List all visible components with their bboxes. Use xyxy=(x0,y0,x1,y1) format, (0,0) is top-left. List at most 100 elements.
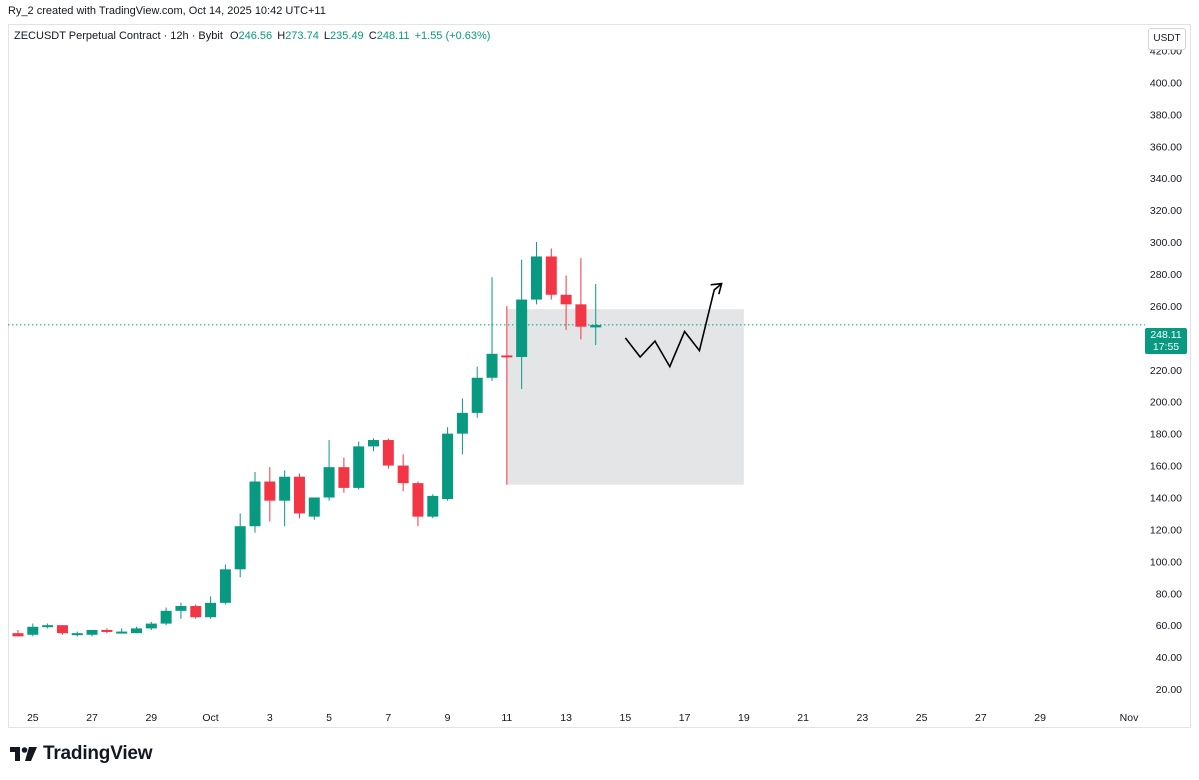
candle-body xyxy=(101,629,113,632)
candle xyxy=(160,607,172,626)
current-price-tag: 248.11 17:55 xyxy=(1145,328,1187,354)
y-axis-tick-label: 340.00 xyxy=(1150,173,1182,185)
candle-body xyxy=(323,467,335,498)
candle-body xyxy=(279,476,291,501)
candle xyxy=(249,471,261,533)
x-axis-tick-label: 21 xyxy=(797,712,809,724)
candle xyxy=(590,284,602,346)
legend-symbol: ZECUSDT Perpetual Contract · 12h · Bybit xyxy=(14,30,223,42)
y-axis-tick-label: 200.00 xyxy=(1150,397,1182,409)
current-price-label: 248.11 xyxy=(1150,329,1182,341)
candle-body xyxy=(501,355,513,358)
candle-body xyxy=(545,256,557,295)
candle-body xyxy=(145,623,157,629)
tradingview-brand[interactable]: TradingView xyxy=(10,743,153,765)
y-axis-tick-label: 120.00 xyxy=(1150,524,1182,536)
x-axis-tick-label: 29 xyxy=(1034,712,1046,724)
x-axis-tick-label: 5 xyxy=(326,712,332,724)
candle xyxy=(56,625,68,635)
y-axis-tick-label: 400.00 xyxy=(1150,77,1182,89)
candle-body xyxy=(560,294,572,305)
x-axis-tick-label: 27 xyxy=(86,712,98,724)
candle xyxy=(368,438,380,452)
x-axis-tick-label: 15 xyxy=(620,712,632,724)
candle-body xyxy=(530,256,542,300)
candle xyxy=(353,441,365,490)
legend-high-value: 273.74 xyxy=(285,30,319,42)
candle xyxy=(234,513,246,578)
candle-body xyxy=(575,304,587,327)
y-axis-tick-label: 80.00 xyxy=(1156,588,1182,600)
brand-name: TradingView xyxy=(43,743,153,764)
candle-body xyxy=(412,483,424,517)
candle xyxy=(456,398,468,455)
y-axis-tick-label: 360.00 xyxy=(1150,141,1182,153)
chart-frame xyxy=(8,24,1191,728)
candle-body xyxy=(456,412,468,434)
legend-open-value: 246.56 xyxy=(238,30,273,42)
candle-body xyxy=(516,299,528,358)
candle xyxy=(27,623,39,637)
legend-close-label: C xyxy=(368,30,377,42)
candle xyxy=(486,277,498,381)
candle-body xyxy=(175,606,187,611)
candle xyxy=(293,473,305,519)
candle xyxy=(471,366,483,418)
y-axis-tick-label: 140.00 xyxy=(1150,492,1182,504)
legend-high-label: H xyxy=(277,30,286,42)
candle-body xyxy=(293,476,305,514)
candle xyxy=(412,481,424,527)
currency-button[interactable]: USDT xyxy=(1148,28,1186,50)
x-axis-tick-label: 3 xyxy=(267,712,273,724)
candle-body xyxy=(590,324,602,328)
candle-body xyxy=(308,497,320,517)
y-axis-tick-label: 300.00 xyxy=(1150,237,1182,249)
candle xyxy=(575,258,587,340)
candle-body xyxy=(12,633,24,637)
candle xyxy=(101,628,113,634)
projection-path xyxy=(624,282,723,369)
legend-low-label: L xyxy=(323,30,331,42)
candle-body xyxy=(368,440,380,447)
x-axis-tick-label: 17 xyxy=(679,712,691,724)
tradingview-logo-icon xyxy=(10,747,37,761)
candle xyxy=(219,564,231,605)
x-axis-tick-label: 27 xyxy=(975,712,987,724)
y-axis-tick-label: 320.00 xyxy=(1150,205,1182,217)
arrow-up-icon xyxy=(710,282,723,295)
x-axis-tick-label: 7 xyxy=(385,712,391,724)
x-axis-tick-label: 25 xyxy=(916,712,928,724)
candle xyxy=(545,248,557,300)
candle-body xyxy=(249,481,261,527)
candle xyxy=(205,596,217,619)
candle-body xyxy=(382,440,394,466)
y-axis-tick-label: 180.00 xyxy=(1150,429,1182,441)
candle-body xyxy=(427,495,439,517)
candle-body xyxy=(116,631,128,634)
candle xyxy=(71,631,83,637)
x-axis-tick-label: 23 xyxy=(857,712,869,724)
candle-body xyxy=(160,610,172,624)
x-axis-tick-label: 29 xyxy=(145,712,157,724)
candle-body xyxy=(486,353,498,378)
x-axis-tick-label: 13 xyxy=(560,712,572,724)
x-axis-tick-label: Nov xyxy=(1120,712,1139,724)
candle xyxy=(397,454,409,492)
legend-open-label: O xyxy=(229,30,239,42)
y-axis-tick-label: 100.00 xyxy=(1150,556,1182,568)
y-axis-tick-label: 40.00 xyxy=(1156,652,1182,664)
candle xyxy=(501,305,513,485)
candle xyxy=(12,629,24,637)
candle-body xyxy=(205,602,217,618)
candle xyxy=(190,604,202,619)
candle xyxy=(308,497,320,520)
candle-body xyxy=(27,626,39,635)
y-axis-tick-label: 60.00 xyxy=(1156,620,1182,632)
x-axis-tick-label: 25 xyxy=(27,712,39,724)
candle xyxy=(116,628,128,634)
y-axis-tick-label: 220.00 xyxy=(1150,365,1182,377)
candle-body xyxy=(353,446,365,488)
candle xyxy=(279,470,291,527)
legend-close-value: 248.11 xyxy=(376,30,410,42)
